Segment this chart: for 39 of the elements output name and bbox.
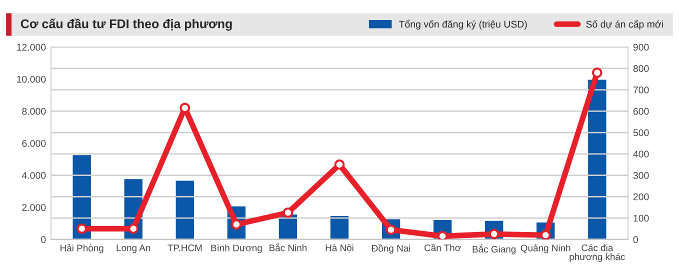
point [282,207,294,218]
x-tick-label: Hà Nội [326,244,354,253]
point [592,67,602,78]
y2-tick-label: 0 [633,236,638,244]
y2-tick-label: 600 [633,108,649,115]
y-tick-label: 6.000 [22,140,46,147]
x-tick-label: Bình Dương [211,244,262,254]
x-tick-label: Long An [116,244,150,254]
y-tick-label: 10.000 [17,76,46,83]
y2-tick-label: 900 [633,44,649,51]
legend-label: Số dự án cấp mới [586,20,663,30]
y2-tick-label: 200 [633,193,649,200]
y-tick-label: 2.000 [22,204,46,211]
x-tick-label: Cần Thơ [424,244,461,252]
point [76,224,88,234]
x-tick-label: Bắc Ninh [270,242,307,252]
y2-tick-label: 500 [633,129,649,136]
x-tick-label: Bắc Giang [472,244,516,254]
y-tick-label: 4.000 [22,172,46,179]
bar [174,179,196,240]
y2-tick-label: 400 [633,150,649,158]
y2-tick-label: 300 [633,172,649,179]
y2-tick-label: 800 [633,65,649,72]
x-tick-label: Quảng Ninh [520,244,570,254]
point [334,159,345,170]
x-tick-label: Các địa phương khác [570,244,625,262]
y-tick-label: 0 [41,236,46,244]
bar [71,154,92,240]
y2-tick-label: 700 [633,86,649,94]
x-tick-label: TP.HCM [168,244,202,252]
x-tick-label: Hải Phòng [60,244,104,254]
chart-title: Cơ cấu đầu tư FDI theo địa phương [20,18,232,31]
x-tick-label: Đồng Nai [371,244,410,254]
y-tick-label: 12.000 [17,44,46,51]
y-tick-label: 8.000 [22,108,46,115]
y2-tick-label: 100 [634,214,649,222]
legend-label: Tổng vốn đăng ký (triệu USD) [399,20,527,30]
bar [329,214,350,240]
point [128,224,139,234]
